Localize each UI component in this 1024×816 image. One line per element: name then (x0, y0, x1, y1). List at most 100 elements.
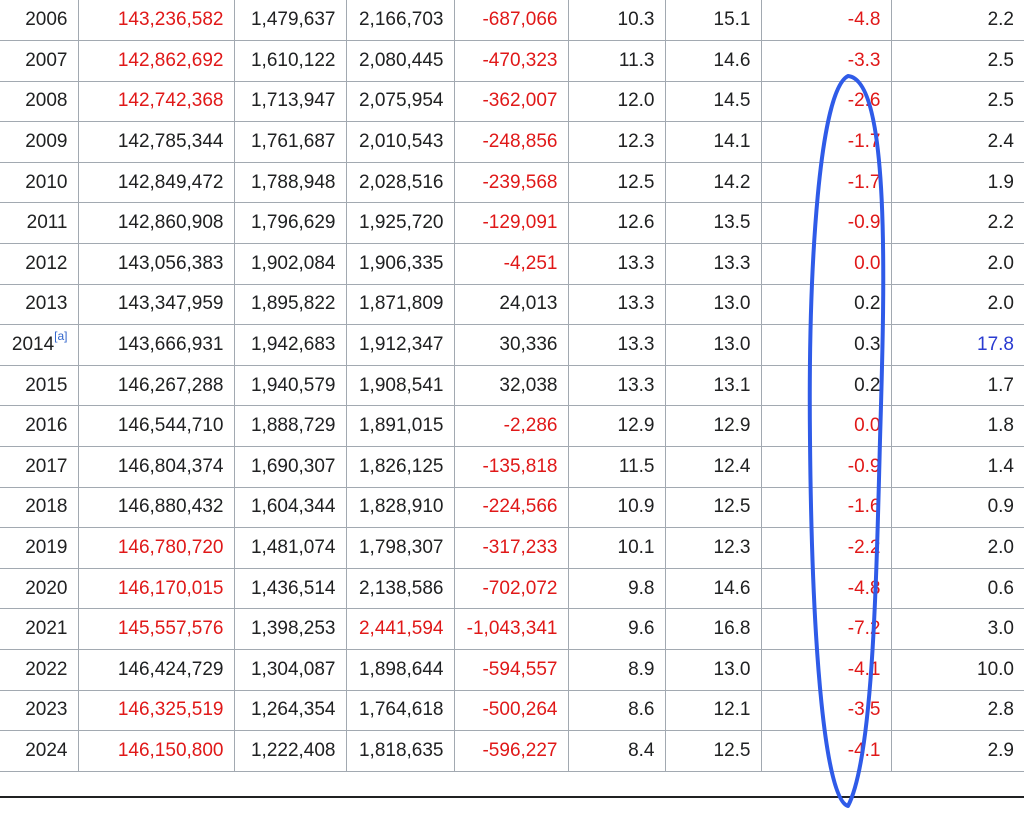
natural-change-rate-cell: -4.1 (761, 649, 892, 691)
births-cell: 1,902,084 (234, 243, 347, 285)
deaths-cell: 2,080,445 (346, 40, 455, 82)
natural-change-rate-value: -1.7 (847, 131, 881, 153)
population-cell: 142,742,368 (78, 81, 235, 123)
natural-change-rate-cell: -4.1 (761, 730, 892, 772)
death-rate-value: 14.6 (713, 49, 751, 71)
year-cell: 2019 (0, 527, 79, 569)
natural-change-rate-cell: 0.3 (761, 324, 892, 366)
deaths-cell: 1,891,015 (346, 405, 455, 448)
natural-change-value: -596,227 (482, 739, 558, 761)
deaths-value: 1,871,809 (358, 293, 444, 315)
table-row: 2017 146,804,374 1,690,307 1,826,125 -135,81… (0, 446, 1024, 488)
natural-change-value: -248,856 (482, 131, 558, 153)
natural-change-rate-value: -4.1 (847, 739, 881, 761)
death-rate-cell: 14.5 (665, 81, 762, 123)
birth-rate-value: 13.3 (617, 293, 655, 315)
natural-change-value: -594,557 (482, 658, 558, 680)
natural-change-cell: -362,007 (454, 81, 569, 123)
natural-change-cell: -596,227 (454, 730, 569, 772)
death-rate-value: 14.6 (713, 577, 751, 599)
table-row: 2024 146,150,800 1,222,408 1,818,635 -596,22… (0, 730, 1024, 772)
tfr-cell: 2.0 (891, 284, 1024, 326)
tfr-cell: 0.9 (891, 487, 1024, 529)
table-row: 2019 146,780,720 1,481,074 1,798,307 -317,23… (0, 527, 1024, 569)
births-value: 1,604,344 (250, 496, 336, 518)
population-cell: 146,170,015 (78, 568, 235, 610)
death-rate-cell: 13.5 (665, 202, 762, 245)
year-cell: 2011 (0, 202, 79, 245)
natural-change-cell: -317,233 (454, 527, 569, 569)
natural-change-rate-value: 0.2 (854, 293, 881, 315)
natural-change-cell: -2,286 (454, 405, 569, 448)
deaths-cell: 2,441,594 (346, 608, 455, 650)
year-value: 2024 (25, 739, 68, 761)
birth-rate-value: 13.3 (617, 334, 655, 356)
tfr-value: 2.0 (987, 252, 1014, 274)
population-value: 143,056,383 (117, 252, 224, 274)
natural-change-rate-cell: -2.6 (761, 81, 892, 123)
population-value: 146,780,720 (117, 537, 224, 559)
deaths-cell: 1,871,809 (346, 284, 455, 326)
births-value: 1,481,074 (250, 537, 336, 559)
deaths-cell: 1,826,125 (346, 446, 455, 488)
death-rate-cell: 12.3 (665, 527, 762, 569)
natural-change-rate-value: 0.3 (854, 334, 881, 356)
tfr-cell: 2.0 (891, 243, 1024, 285)
table-bottom-edge (0, 796, 1024, 816)
death-rate-cell: 13.0 (665, 324, 762, 366)
year-cell: 2016 (0, 405, 79, 448)
year-value: 2017 (25, 455, 68, 477)
tfr-cell: 2.2 (891, 0, 1024, 42)
year-cell: 2007 (0, 40, 79, 82)
births-value: 1,940,579 (250, 374, 336, 396)
tfr-cell: 2.9 (891, 730, 1024, 772)
deaths-cell: 1,925,720 (346, 202, 455, 245)
birth-rate-cell: 10.9 (568, 487, 666, 529)
tfr-value: 3.0 (987, 618, 1014, 640)
table-row: 2018 146,880,432 1,604,344 1,828,910 -224,56… (0, 487, 1024, 529)
births-value: 1,761,687 (250, 131, 336, 153)
population-value: 146,424,729 (117, 658, 224, 680)
table-row: 2016 146,544,710 1,888,729 1,891,015 -2,286 1… (0, 405, 1024, 448)
birth-rate-cell: 12.9 (568, 405, 666, 448)
natural-change-rate-cell: -4.8 (761, 0, 892, 42)
deaths-value: 2,028,516 (358, 171, 444, 193)
natural-change-cell: -135,818 (454, 446, 569, 488)
natural-change-cell: -4,251 (454, 243, 569, 285)
year-cell: 2009 (0, 121, 79, 163)
natural-change-value: -500,264 (482, 699, 558, 721)
birth-rate-cell: 12.0 (568, 81, 666, 123)
birth-rate-cell: 10.3 (568, 0, 666, 42)
natural-change-cell: 24,013 (454, 284, 569, 326)
tfr-cell: 0.6 (891, 568, 1024, 610)
deaths-value: 1,828,910 (358, 496, 444, 518)
deaths-value: 1,912,347 (358, 334, 444, 356)
population-cell: 145,557,576 (78, 608, 235, 650)
tfr-value: 1.4 (987, 455, 1014, 477)
deaths-cell: 2,028,516 (346, 162, 455, 204)
natural-change-value: -129,091 (482, 212, 558, 234)
birth-rate-value: 8.4 (628, 739, 655, 761)
natural-change-rate-value: -1.6 (847, 496, 881, 518)
natural-change-rate-value: 0.0 (854, 415, 881, 437)
year-cell: 2014[a] (0, 324, 79, 366)
year-cell: 2023 (0, 690, 79, 732)
table-row: 2023 146,325,519 1,264,354 1,764,618 -500,26… (0, 690, 1024, 732)
death-rate-value: 15.1 (713, 9, 751, 31)
natural-change-cell: -224,566 (454, 487, 569, 529)
table-row: 2020 146,170,015 1,436,514 2,138,586 -702,07… (0, 568, 1024, 610)
natural-change-rate-cell: -3.5 (761, 690, 892, 732)
citation-link[interactable]: [a] (54, 328, 68, 343)
birth-rate-cell: 13.3 (568, 365, 666, 407)
natural-change-rate-cell: -4.8 (761, 568, 892, 610)
tfr-cell: 1.8 (891, 405, 1024, 448)
tfr-cell: 2.4 (891, 121, 1024, 163)
tfr-value[interactable]: 17.8 (977, 334, 1014, 356)
natural-change-value: 32,038 (499, 374, 558, 396)
death-rate-cell: 15.1 (665, 0, 762, 42)
death-rate-value: 13.0 (713, 293, 751, 315)
birth-rate-value: 13.3 (617, 252, 655, 274)
birth-rate-value: 12.5 (617, 171, 655, 193)
natural-change-rate-cell: -1.7 (761, 121, 892, 163)
birth-rate-cell: 11.5 (568, 446, 666, 488)
